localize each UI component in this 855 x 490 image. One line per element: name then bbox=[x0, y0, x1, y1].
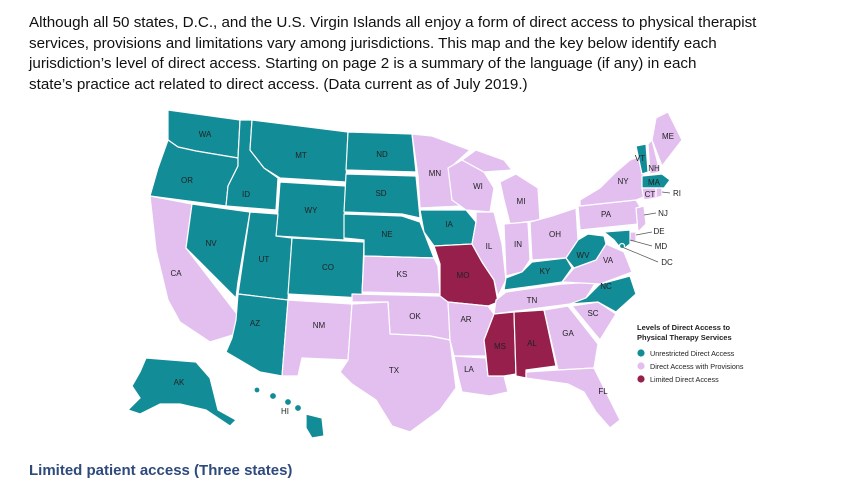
state-label-OK: OK bbox=[409, 312, 421, 321]
state-label-NM: NM bbox=[313, 321, 326, 330]
state-ME bbox=[651, 111, 683, 167]
legend-swatch-provisions bbox=[637, 362, 645, 370]
state-label-HI: HI bbox=[281, 407, 289, 416]
state-label-KY: KY bbox=[540, 267, 551, 276]
state-ND bbox=[345, 131, 417, 173]
state-NV bbox=[185, 203, 251, 299]
legend-item-provisions: Direct Access with Provisions bbox=[650, 362, 744, 371]
intro-line: Although all 50 states, D.C., and the U.… bbox=[29, 14, 757, 31]
state-label-VA: VA bbox=[603, 256, 614, 265]
state-label-NY: NY bbox=[617, 177, 629, 186]
state-label-WY: WY bbox=[305, 206, 319, 215]
state-label-OH: OH bbox=[549, 230, 561, 239]
intro-line: jurisdiction’s level of direct access. S… bbox=[29, 55, 697, 72]
state-label-NH: NH bbox=[648, 164, 660, 173]
state-AZ bbox=[225, 293, 289, 377]
state-WV bbox=[565, 233, 607, 269]
state-label-IL: IL bbox=[486, 242, 493, 251]
state-label-MA: MA bbox=[648, 178, 661, 187]
legend-title-line1: Levels of Direct Access to bbox=[637, 323, 731, 332]
state-label-GA: GA bbox=[562, 329, 574, 338]
state-label-UT: UT bbox=[259, 255, 270, 264]
leader-lines bbox=[621, 191, 671, 263]
state-label-CA: CA bbox=[170, 269, 182, 278]
state-label-MT: MT bbox=[295, 151, 307, 160]
state-KS bbox=[361, 255, 441, 295]
state-label-AZ: AZ bbox=[250, 319, 260, 328]
state-label-CO: CO bbox=[322, 263, 334, 272]
state-label-ME: ME bbox=[662, 132, 674, 141]
state-label-FL: FL bbox=[598, 387, 608, 396]
legend: Levels of Direct Access to Physical Ther… bbox=[637, 323, 744, 384]
state-label-DE: DE bbox=[653, 227, 664, 236]
state-HI bbox=[253, 386, 325, 439]
state-label-IA: IA bbox=[445, 220, 453, 229]
state-RI bbox=[655, 187, 663, 199]
state-NJ bbox=[635, 205, 647, 233]
state-IN bbox=[503, 221, 531, 277]
legend-item-unrestricted: Unrestricted Direct Access bbox=[650, 349, 735, 358]
legend-title-line2: Physical Therapy Services bbox=[637, 333, 732, 342]
state-label-AL: AL bbox=[527, 339, 537, 348]
state-label-AR: AR bbox=[460, 315, 471, 324]
state-NC bbox=[569, 275, 637, 313]
state-label-WV: WV bbox=[577, 251, 591, 260]
state-label-MN: MN bbox=[429, 169, 442, 178]
state-label-IN: IN bbox=[514, 240, 522, 249]
legend-swatch-limited bbox=[637, 375, 645, 383]
state-IL bbox=[471, 211, 507, 297]
legend-swatch-unrestricted bbox=[637, 349, 645, 357]
state-label-RI: RI bbox=[673, 189, 681, 198]
state-label-CT: CT bbox=[645, 190, 656, 199]
state-KY bbox=[503, 257, 573, 291]
state-label-OR: OR bbox=[181, 176, 193, 185]
state-label-MI: MI bbox=[517, 197, 526, 206]
state-NH bbox=[647, 139, 661, 175]
state-label-NJ: NJ bbox=[658, 209, 668, 218]
state-shapes bbox=[127, 109, 683, 439]
state-label-WI: WI bbox=[473, 182, 483, 191]
state-labels: WA OR CA ID NV MT WY UT AZ CO NM ND SD N… bbox=[170, 130, 681, 416]
legend-item-limited: Limited Direct Access bbox=[650, 375, 719, 384]
state-label-ID: ID bbox=[242, 190, 250, 199]
state-label-KS: KS bbox=[397, 270, 408, 279]
state-label-WA: WA bbox=[199, 130, 212, 139]
state-MA bbox=[641, 173, 671, 189]
state-label-MS: MS bbox=[494, 342, 506, 351]
state-label-TN: TN bbox=[527, 296, 538, 305]
state-label-PA: PA bbox=[601, 210, 612, 219]
state-label-VT: VT bbox=[635, 154, 645, 163]
state-VT bbox=[635, 143, 649, 175]
state-label-ND: ND bbox=[376, 150, 388, 159]
intro-line: state’s practice act related to direct a… bbox=[29, 75, 528, 93]
state-GA bbox=[543, 305, 599, 371]
state-SD bbox=[343, 173, 421, 219]
state-NM bbox=[281, 299, 353, 377]
state-label-MD: MD bbox=[655, 242, 668, 251]
state-label-NC: NC bbox=[600, 282, 612, 291]
state-label-SC: SC bbox=[587, 309, 598, 318]
state-SC bbox=[571, 301, 617, 341]
state-TX bbox=[339, 301, 457, 433]
intro-line: services, provisions and limitations var… bbox=[29, 34, 717, 52]
state-label-SD: SD bbox=[375, 189, 386, 198]
state-label-LA: LA bbox=[464, 365, 474, 374]
state-AK bbox=[127, 357, 237, 427]
state-label-NV: NV bbox=[205, 239, 217, 248]
state-label-AK: AK bbox=[174, 378, 185, 387]
state-FL bbox=[525, 367, 621, 429]
state-label-TX: TX bbox=[389, 366, 400, 375]
section-heading: Limited patient access (Three states) bbox=[29, 462, 293, 479]
intro-paragraph: Although all 50 states, D.C., and the U.… bbox=[29, 13, 839, 95]
state-label-NE: NE bbox=[381, 230, 392, 239]
state-label-DC: DC bbox=[661, 258, 673, 267]
state-NY bbox=[579, 155, 647, 207]
state-label-MO: MO bbox=[457, 271, 470, 280]
